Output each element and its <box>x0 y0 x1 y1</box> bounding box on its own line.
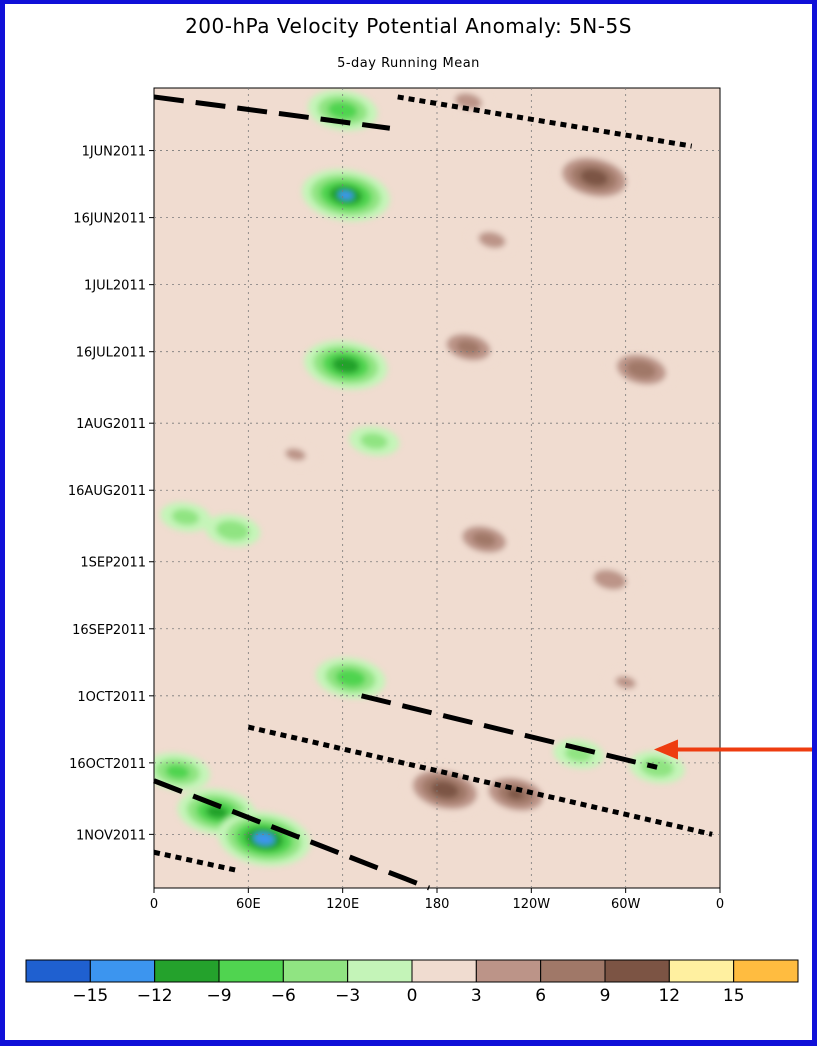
anomaly-contour <box>626 360 657 379</box>
colorbar-bin <box>154 959 220 983</box>
y-tick-label: 1JUN2011 <box>82 145 146 160</box>
anomaly-feature <box>436 327 501 367</box>
colorbar-bin <box>411 959 477 983</box>
x-tick-label: 60W <box>611 897 641 912</box>
anomaly-feature <box>552 152 636 203</box>
anomaly-contour <box>216 520 250 541</box>
dashed-line <box>360 693 658 770</box>
x-tick-label: 180 <box>425 897 450 912</box>
anomaly-contour <box>335 669 366 687</box>
anomaly-contour <box>327 101 358 120</box>
colorbar-label: 15 <box>723 986 745 1006</box>
anomaly-feature <box>452 519 517 559</box>
colorbar-bin <box>25 959 91 983</box>
anomaly-feature <box>606 348 676 391</box>
y-tick-label: 16SEP2011 <box>72 623 146 638</box>
anomaly-feature <box>204 514 261 547</box>
annotation-arrow <box>653 739 812 760</box>
colorbar-bin <box>218 959 284 983</box>
propagation-lines <box>153 94 713 891</box>
colorbar-label: −6 <box>271 986 296 1006</box>
colorbar-bin <box>475 959 542 983</box>
x-tick-label: 60E <box>236 897 261 912</box>
anomaly-contour <box>338 190 354 200</box>
anomaly-feature <box>315 657 386 699</box>
anomaly-feature <box>467 224 518 256</box>
y-tick-label: 16JUN2011 <box>73 212 146 227</box>
colorbar-label: 3 <box>471 986 482 1006</box>
colorbar-bin <box>282 959 349 983</box>
dotted-line <box>153 849 237 873</box>
anomaly-contour <box>593 569 627 590</box>
anomaly-contour <box>431 781 459 799</box>
colorbar-label: −15 <box>72 986 108 1006</box>
grid-lines <box>154 88 720 888</box>
anomaly-feature <box>301 169 390 222</box>
dotted-line <box>397 94 693 149</box>
anomaly-contour <box>165 764 190 779</box>
anomaly-contour <box>580 168 609 186</box>
anomaly-contour <box>360 433 388 450</box>
anomaly-feature <box>217 811 311 867</box>
colorbar-label: −12 <box>137 986 173 1006</box>
y-tick-label: 16OCT2011 <box>69 757 146 772</box>
colorbar-bin <box>89 959 156 983</box>
anomaly-contour <box>285 448 306 461</box>
y-tick-label: 1AUG2011 <box>76 417 146 432</box>
anomaly-contour <box>478 231 506 249</box>
y-tick-label: 1SEP2011 <box>80 556 146 571</box>
colorbar-bin <box>540 959 606 983</box>
chart-subtitle: 5-day Running Mean <box>337 56 480 71</box>
colorbar-bin <box>347 959 413 983</box>
anomaly-contour <box>472 532 496 547</box>
anomaly-feature <box>160 502 211 532</box>
anomaly-contour <box>171 509 200 526</box>
colorbar-label: −9 <box>206 986 231 1006</box>
anomaly-feature <box>304 340 388 390</box>
anomaly-contour <box>205 805 228 819</box>
y-tick-label: 1OCT2011 <box>77 690 146 705</box>
colorbar-bin <box>604 959 670 983</box>
colorbar-label: 12 <box>658 986 680 1006</box>
colorbar-label: −3 <box>335 986 360 1006</box>
colorbar: −15 −12 −9 −6 −3 0 3 6 9 12 15 <box>25 959 799 1006</box>
x-tick-label: 120W <box>512 897 550 912</box>
y-tick-label: 16AUG2011 <box>68 484 146 499</box>
anomaly-contour <box>456 340 481 355</box>
anomaly-contour <box>331 356 360 374</box>
x-tick-label: 0 <box>716 897 724 912</box>
anomaly-feature <box>273 440 318 469</box>
colorbar-label: 6 <box>535 986 546 1006</box>
dashed-line <box>153 778 431 891</box>
anomaly-feature <box>478 771 553 817</box>
y-tick-label: 16JUL2011 <box>76 346 146 361</box>
colorbar-label: 0 <box>407 986 418 1006</box>
colorbar-bin <box>668 959 735 983</box>
y-tick-label: 1JUL2011 <box>84 279 146 294</box>
anomaly-feature <box>348 426 400 456</box>
colorbar-label: 9 <box>600 986 611 1006</box>
anomaly-feature <box>582 563 638 597</box>
chart-title: 200-hPa Velocity Potential Anomaly: 5N-5… <box>185 14 632 38</box>
anomaly-contour <box>253 832 275 846</box>
x-tick-label: 0 <box>150 897 158 912</box>
dotted-line <box>247 724 713 837</box>
axes: 1JUN2011 16JUN2011 1JUL2011 16JUL2011 1AUG20… <box>68 145 724 912</box>
colorbar-bin <box>733 959 799 983</box>
anomaly-contour <box>454 93 482 110</box>
x-tick-label: 120E <box>326 897 359 912</box>
y-tick-label: 1NOV2011 <box>76 828 146 843</box>
arrow-head <box>653 739 678 760</box>
